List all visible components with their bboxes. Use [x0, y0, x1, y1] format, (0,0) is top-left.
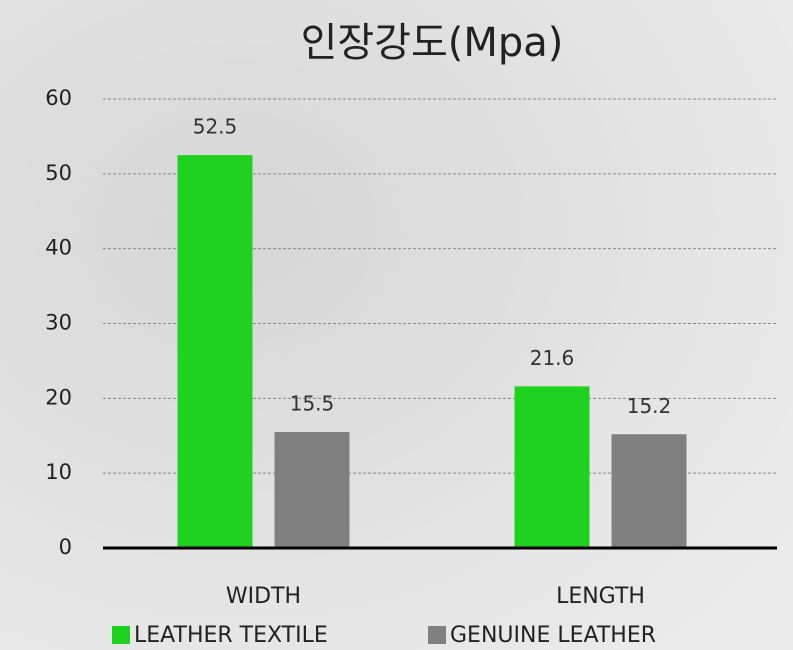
y-tick-label: 0: [59, 535, 72, 559]
value-label: 15.5: [290, 392, 335, 416]
y-tick-label: 40: [45, 236, 72, 260]
y-tick-label: 10: [45, 460, 72, 484]
legend-label: GENUINE LEATHER: [450, 623, 656, 648]
bar: [178, 155, 253, 548]
bar: [275, 432, 350, 548]
x-tick-label: LENGTH: [556, 584, 645, 609]
value-label: 21.6: [530, 346, 575, 370]
background: [0, 0, 793, 650]
legend-swatch: [428, 626, 446, 644]
x-tick-label: WIDTH: [226, 584, 301, 609]
legend-label: LEATHER TEXTILE: [134, 623, 328, 648]
chart: 인장강도(Mpa) 0 10 20 30 40 50 60 WIDTH 52.5 15.5 LENG…: [0, 0, 793, 650]
value-label: 15.2: [627, 394, 672, 418]
legend-swatch: [112, 626, 130, 644]
bar: [612, 434, 687, 548]
bar: [515, 386, 590, 548]
value-label: 52.5: [193, 115, 238, 139]
y-tick-label: 60: [45, 86, 72, 110]
y-tick-label: 30: [45, 311, 72, 335]
chart-title: 인장강도(Mpa): [301, 20, 564, 66]
y-tick-label: 20: [45, 385, 72, 409]
page: {"chart_data": {"type": "bar", "title": …: [0, 0, 793, 650]
y-tick-label: 50: [45, 161, 72, 185]
